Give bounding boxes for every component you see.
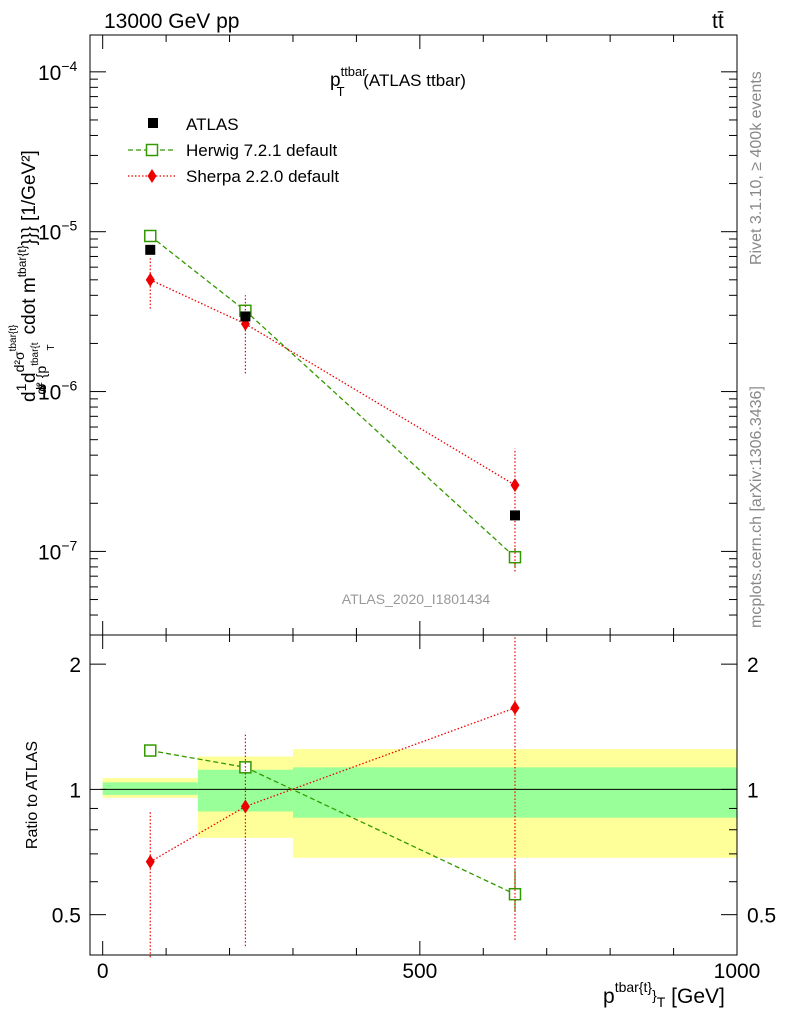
ratio-bands	[100, 749, 737, 858]
legend-sherpa-marker	[147, 169, 157, 183]
ratio-y-tick-label-left: 2	[69, 654, 81, 677]
x-axis-label: ptbar{t}}T [GeV]	[603, 979, 725, 1010]
legend-sherpa-label: Sherpa 2.2.0 default	[186, 167, 339, 186]
ratio-sherpa-line	[149, 707, 516, 863]
ratio-series	[144, 635, 522, 958]
main-y-tick-label: 10−6	[38, 378, 78, 405]
main-sherpa-point	[510, 478, 520, 493]
ratio-herwig-point	[144, 744, 157, 757]
main-atlas-point	[240, 311, 251, 322]
main-atlas-point	[145, 244, 156, 255]
ratio-y-tick-label-right: 0.5	[747, 905, 776, 928]
chart-title: pttbar T (ATLAS ttbar)	[330, 64, 466, 99]
rivet-label: Rivet 3.1.10, ≥ 400k events	[748, 71, 765, 265]
ratio-panel-frame	[89, 634, 738, 956]
x-tick-label: 500	[402, 960, 437, 983]
ratio-y-tick-label-left: 1	[69, 779, 81, 802]
process-label: tt̄	[712, 10, 724, 33]
main-herwig-point	[144, 229, 157, 243]
chart-title-main: p	[330, 70, 341, 91]
legend: ATLAS Herwig 7.2.1 default Sherpa 2.2.0 …	[128, 115, 339, 186]
legend-atlas-marker	[148, 118, 158, 128]
mcplots-label: mcplots.cern.ch [arXiv:1306.3436]	[748, 386, 765, 628]
legend-atlas-label: ATLAS	[186, 115, 239, 134]
ratio-y-tick-label-right: 1	[747, 779, 759, 802]
legend-herwig-label: Herwig 7.2.1 default	[186, 141, 337, 160]
main-y-tick-label: 10−7	[38, 537, 78, 564]
main-panel: 10−7 10−6 10−5 10−4 pttbar T (ATLAS ttbar) A…	[8, 34, 738, 636]
chart-title-suffix: (ATLAS ttbar)	[359, 71, 466, 90]
analysis-annotation: ATLAS_2020_I1801434	[342, 591, 491, 607]
ratio-sherpa-point	[240, 799, 250, 814]
chart-title-sub: T	[337, 84, 345, 99]
main-sherpa-line	[149, 279, 516, 486]
main-series	[144, 229, 522, 572]
main-atlas-point	[509, 510, 520, 521]
ratio-sherpa-point	[510, 700, 520, 715]
ratio-y-axis-label: Ratio to ATLAS	[24, 741, 41, 849]
chart-title-sup: ttbar	[341, 64, 368, 79]
ratio-panel: 0.5 0.5 1 1 2 2 0 500 1000 Ratio to ATLAS ptbar{…	[24, 634, 776, 1010]
main-ticks: 10−7 10−6 10−5 10−4	[38, 35, 738, 636]
main-herwig-line	[149, 235, 516, 558]
ratio-inner-band	[102, 782, 198, 795]
ratio-y-tick-label-left: 0.5	[52, 905, 81, 928]
main-y-tick-label: 10−4	[38, 58, 78, 85]
main-y-axis-label: d1 σdd²σtbar{t}d² {ptbar{t Tcdot mtbar{t}}…	[8, 150, 57, 402]
main-sherpa-point	[145, 272, 155, 287]
energy-label: 13000 GeV pp	[104, 10, 239, 33]
main-y-tick-label: 10−5	[38, 218, 78, 245]
x-tick-label: 1000	[714, 960, 761, 983]
x-tick-label: 0	[97, 960, 109, 983]
ratio-sherpa-point	[145, 854, 155, 869]
legend-herwig-marker	[145, 143, 159, 157]
ratio-y-tick-label-right: 2	[747, 654, 759, 677]
